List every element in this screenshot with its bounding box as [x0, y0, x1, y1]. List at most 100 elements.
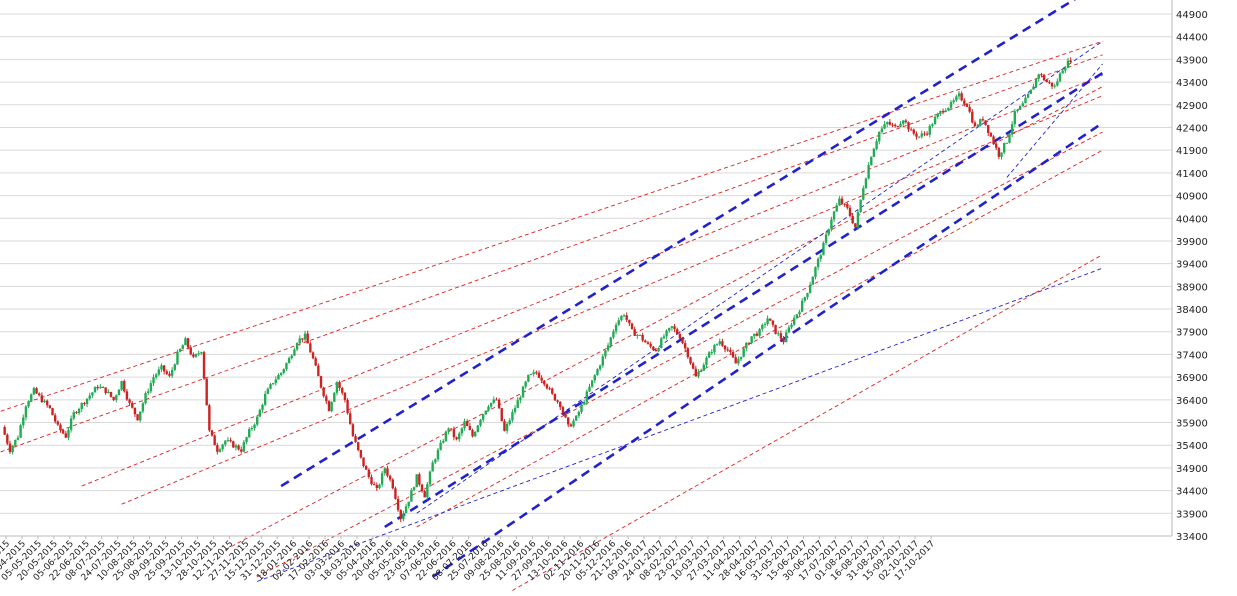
candle-up — [1010, 124, 1014, 134]
candle-down — [564, 412, 567, 418]
candle-up — [604, 350, 607, 357]
minor-trendline — [256, 131, 1103, 578]
candle-down — [216, 445, 219, 452]
candle-up — [224, 440, 227, 445]
candle-down — [364, 466, 368, 470]
minor-trendline — [416, 149, 1103, 528]
candle-down — [721, 341, 724, 346]
candle-down — [723, 345, 727, 350]
candle-up — [976, 125, 979, 127]
candle-up — [575, 415, 578, 421]
candle-up — [763, 324, 767, 326]
candle-up — [378, 484, 381, 489]
candle-down — [35, 388, 38, 394]
candle-down — [641, 334, 644, 341]
candle-down — [386, 468, 389, 476]
candle-down — [497, 399, 501, 409]
candle-down — [676, 329, 679, 335]
candle-down — [633, 329, 636, 336]
candle-up — [157, 369, 161, 375]
candle-up — [492, 399, 495, 403]
candle-up — [585, 391, 589, 403]
candle-down — [455, 437, 458, 440]
candle-down — [1048, 82, 1051, 84]
candle-up — [665, 330, 668, 337]
candle-down — [894, 124, 897, 127]
candle-down — [317, 365, 320, 377]
candle-up — [333, 392, 336, 402]
candle-down — [391, 479, 394, 489]
candle-down — [840, 198, 844, 204]
candle-down — [3, 427, 6, 435]
y-tick-label: 41400 — [1176, 169, 1208, 180]
candle-up — [901, 120, 905, 124]
candle-down — [327, 401, 331, 412]
candle-down — [691, 363, 695, 369]
candle-up — [463, 421, 466, 429]
candle-down — [38, 393, 41, 396]
candle-down — [915, 133, 918, 137]
candle-up — [508, 420, 511, 424]
candle-up — [93, 387, 97, 393]
candle-up — [383, 468, 386, 474]
candle-up — [1034, 78, 1038, 87]
candle-down — [468, 426, 472, 431]
candle-down — [981, 119, 985, 121]
candle-up — [141, 403, 145, 412]
candle-up — [412, 487, 416, 491]
y-tick-label: 42400 — [1176, 123, 1208, 134]
candle-down — [683, 343, 687, 349]
y-tick-label: 35400 — [1176, 441, 1208, 452]
candle-up — [795, 314, 799, 318]
candle-up — [758, 329, 761, 336]
candle-down — [450, 428, 453, 430]
candle-down — [678, 334, 682, 339]
candle-down — [987, 125, 990, 134]
candle-up — [277, 374, 280, 380]
candle-up — [878, 131, 881, 142]
candle-up — [718, 341, 721, 345]
y-tick-label: 44400 — [1176, 33, 1208, 44]
candle-up — [705, 357, 708, 365]
candle-up — [830, 219, 833, 230]
candle-down — [997, 147, 1001, 157]
candle-down — [45, 400, 49, 406]
candle-down — [941, 111, 945, 113]
candle-up — [404, 506, 408, 514]
candle-up — [875, 141, 878, 149]
candle-down — [694, 368, 698, 377]
minor-trendline — [416, 40, 1103, 514]
candle-up — [271, 383, 275, 385]
candle-down — [973, 122, 977, 127]
candle-down — [495, 399, 498, 401]
candle-up — [529, 373, 533, 375]
candle-down — [559, 401, 562, 408]
candle-down — [423, 491, 426, 498]
candle-up — [11, 445, 14, 453]
candle-up — [22, 417, 25, 426]
candle-down — [561, 407, 565, 413]
candle-up — [197, 353, 200, 355]
candle-up — [617, 320, 620, 325]
candle-layer — [3, 57, 1072, 523]
candle-up — [838, 198, 841, 206]
candle-up — [590, 380, 594, 387]
candle-down — [503, 421, 506, 431]
candle-up — [790, 324, 793, 328]
candle-up — [1056, 81, 1059, 86]
candle-down — [372, 484, 376, 486]
candle-up — [1000, 152, 1003, 157]
candle-down — [96, 387, 99, 389]
candle-up — [670, 326, 674, 328]
candle-up — [859, 199, 862, 212]
candle-down — [625, 315, 628, 320]
candle-down — [40, 395, 44, 403]
candle-up — [285, 363, 288, 370]
candle-down — [325, 396, 328, 402]
candle-up — [298, 338, 301, 344]
candle-down — [646, 342, 650, 344]
candle-up — [77, 408, 81, 414]
candle-down — [8, 443, 12, 453]
y-tick-label: 40400 — [1176, 214, 1208, 225]
candle-up — [221, 444, 224, 450]
